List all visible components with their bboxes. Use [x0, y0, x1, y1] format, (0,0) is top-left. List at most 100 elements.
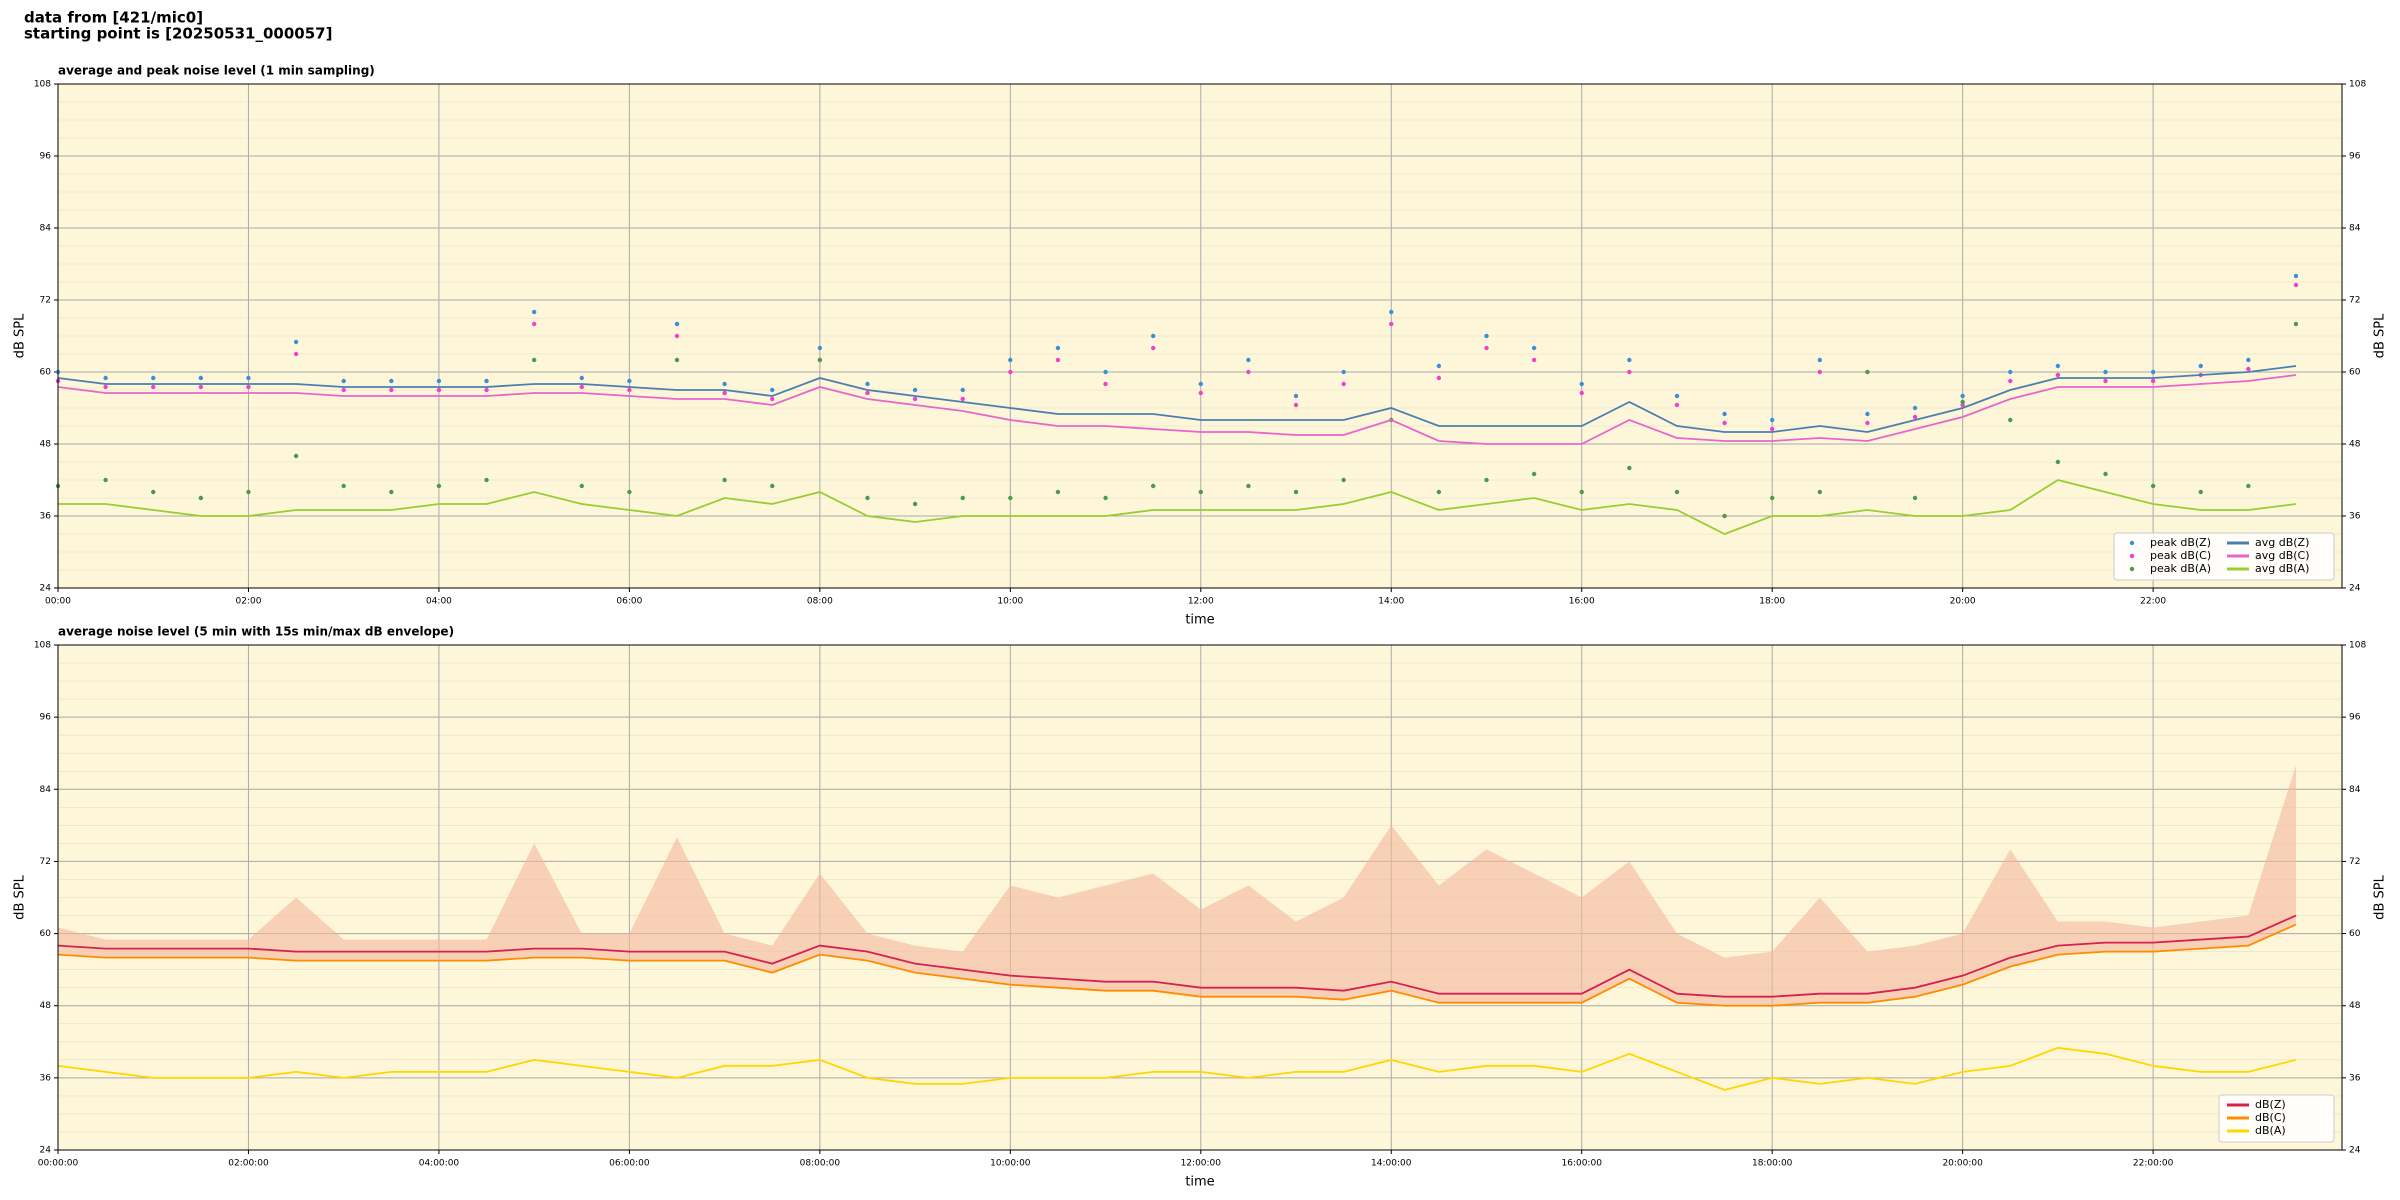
peak-dot: [579, 384, 584, 390]
peak-dot: [103, 477, 108, 483]
peak-dot: [151, 489, 156, 495]
x-tick-label: 16:00:00: [1562, 1159, 1603, 1169]
y2-tick-label: 72: [2349, 296, 2360, 306]
peak-dot: [1484, 333, 1489, 339]
y2-tick-label: 96: [2349, 152, 2361, 162]
plot-frame: [57, 644, 2343, 1151]
peak-dot: [1817, 369, 1823, 375]
peak-dot: [1865, 411, 1870, 417]
peak-dot: [1150, 345, 1156, 351]
peak-dot: [865, 495, 870, 501]
peak-dot: [531, 321, 537, 327]
peak-dot: [1436, 489, 1442, 495]
y-tick-label: 72: [40, 296, 51, 306]
peak-dot: [1055, 345, 1061, 351]
peak-dot: [2008, 378, 2013, 384]
y2-tick-label: 60: [2349, 368, 2361, 378]
peak-dot: [865, 390, 870, 396]
peak-dot: [1912, 414, 1918, 420]
peak-dot: [198, 375, 204, 381]
peak-dot: [1817, 489, 1823, 495]
peak-dot: [484, 378, 489, 384]
peak-dot: [770, 387, 775, 393]
legend-label: dB(C): [2255, 1111, 2286, 1124]
y-tick-label: 36: [40, 512, 52, 522]
peak-dot: [1341, 369, 1346, 375]
y2-tick-label: 72: [2349, 857, 2360, 867]
peak-dot: [960, 396, 965, 402]
legend-marker: [2129, 566, 2135, 572]
legend-label: peak dB(Z): [2150, 536, 2211, 549]
peak-dot: [2055, 363, 2061, 369]
peak-dot: [912, 501, 918, 507]
peak-dot: [579, 483, 584, 489]
y2-tick-label: 48: [2349, 440, 2361, 450]
y-tick-label: 96: [40, 713, 52, 723]
peak-dot: [1246, 369, 1251, 375]
peak-dot: [1722, 513, 1727, 519]
x-tick-label: 02:00:00: [228, 1159, 269, 1169]
x-tick-label: 02:00: [235, 597, 261, 607]
peak-dot: [1817, 357, 1823, 363]
y2-axis-label: dB SPL: [2373, 313, 2388, 358]
peak-dot: [1246, 483, 1251, 489]
peak-dot: [1389, 309, 1394, 315]
chart-title: average and peak noise level (1 min samp…: [58, 64, 375, 78]
peak-dot: [341, 483, 346, 489]
peak-dot: [1960, 399, 1965, 405]
y2-tick-label: 60: [2349, 929, 2361, 939]
header-line: starting point is [20250531_000057]: [24, 25, 332, 43]
peak-dot: [912, 396, 918, 402]
y-tick-label: 84: [40, 785, 52, 795]
peak-dot: [722, 477, 727, 483]
peak-dot: [1674, 402, 1680, 408]
peak-dot: [1674, 489, 1680, 495]
peak-dot: [1627, 465, 1632, 471]
peak-dot: [1389, 321, 1394, 327]
series-line: [57, 365, 2297, 433]
peak-dot: [1198, 489, 1203, 495]
peak-dot: [246, 489, 251, 495]
peak-dot: [1008, 357, 1013, 363]
peak-dot: [674, 357, 680, 363]
peak-dot: [103, 375, 108, 381]
peak-dot: [627, 489, 632, 495]
peak-dot: [770, 483, 775, 489]
peak-dot: [151, 384, 156, 390]
peak-dot: [1436, 363, 1442, 369]
series-line: [58, 479, 2297, 535]
y-tick-label: 36: [40, 1073, 52, 1083]
x-tick-label: 20:00:00: [1942, 1159, 1983, 1169]
peak-dot: [1198, 390, 1203, 396]
peak-dot: [484, 477, 489, 483]
y-tick-label: 108: [34, 641, 51, 651]
chart-panel: 24 24 36 36 48 48 60 60 72 72 84 84 96 96 108 108 00:00:…: [13, 625, 2388, 1190]
y-tick-label: 48: [40, 440, 52, 450]
peak-dot: [1198, 381, 1203, 387]
peak-dot: [1008, 369, 1013, 375]
peak-dot: [341, 378, 346, 384]
x-tick-label: 04:00:00: [419, 1159, 460, 1169]
peak-dot: [1769, 426, 1775, 432]
x-tick-label: 12:00: [1188, 597, 1214, 607]
y2-tick-label: 24: [2349, 584, 2361, 594]
peak-dot: [960, 387, 965, 393]
x-axis-label: time: [1185, 1175, 1214, 1190]
y-tick-label: 24: [40, 1146, 52, 1156]
peak-dot: [1341, 381, 1346, 387]
peak-dot: [2103, 369, 2108, 375]
x-tick-label: 06:00: [616, 597, 642, 607]
peak-dot: [2198, 489, 2203, 495]
y2-tick-label: 24: [2349, 1146, 2361, 1156]
peak-dot: [1055, 357, 1061, 363]
peak-dot: [1008, 495, 1013, 501]
series-line: [57, 914, 2297, 998]
x-tick-label: 06:00:00: [609, 1159, 650, 1169]
y-tick-label: 60: [40, 368, 52, 378]
peak-dot: [1293, 402, 1299, 408]
peak-dot: [389, 378, 394, 384]
peak-dot: [1865, 420, 1870, 426]
peak-dot: [2198, 363, 2203, 369]
